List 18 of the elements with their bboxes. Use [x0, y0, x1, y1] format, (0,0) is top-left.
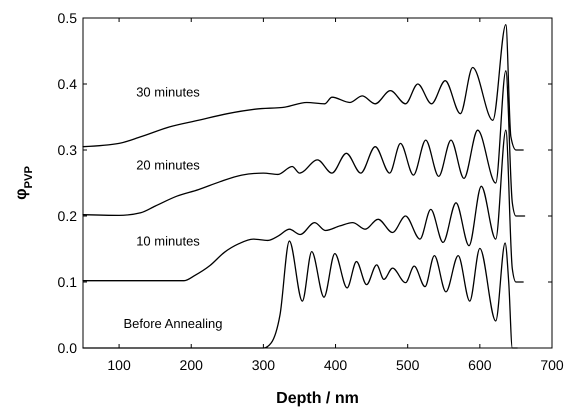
series-label: 20 minutes: [136, 158, 200, 173]
y-tick-label: 0.1: [58, 274, 78, 290]
y-tick-label: 0.2: [58, 208, 78, 224]
y-tick-label: 0.3: [58, 142, 78, 158]
x-tick-label: 200: [180, 357, 204, 373]
x-tick-label: 600: [468, 357, 492, 373]
x-tick-label: 700: [540, 357, 564, 373]
y-tick-label: 0.0: [58, 340, 78, 356]
x-tick-label: 300: [252, 357, 276, 373]
x-tick-label: 400: [324, 357, 348, 373]
x-tick-label: 100: [107, 357, 131, 373]
y-tick-label: 0.4: [58, 76, 78, 92]
x-axis-title: Depth / nm: [276, 390, 359, 407]
series-label: 10 minutes: [136, 234, 200, 249]
series-label: 30 minutes: [136, 84, 200, 100]
x-tick-label: 500: [396, 357, 420, 373]
series-label: Before Annealing: [123, 316, 223, 331]
y-tick-label: 0.5: [58, 10, 78, 26]
